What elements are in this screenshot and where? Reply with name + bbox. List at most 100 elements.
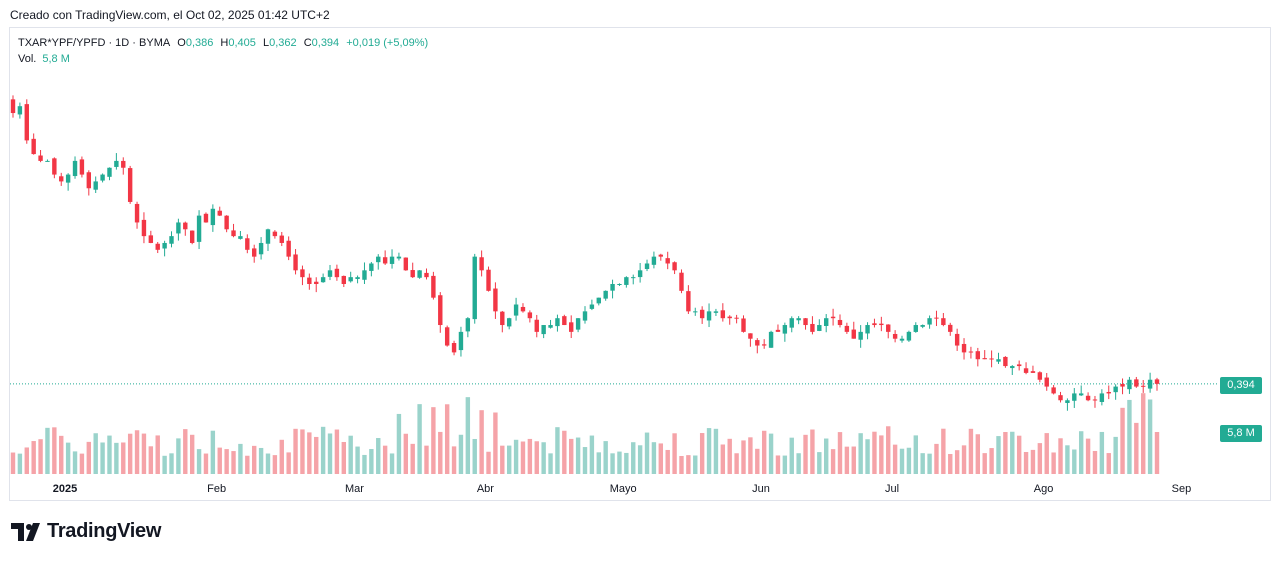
candle-body xyxy=(562,316,567,326)
candle-body xyxy=(844,325,850,332)
volume-bar xyxy=(755,448,760,474)
candle-body xyxy=(45,160,50,162)
volume-bar xyxy=(114,442,119,474)
volume-bar xyxy=(1085,438,1091,474)
chart-frame[interactable] xyxy=(9,27,1271,501)
candle-body xyxy=(403,257,409,271)
candle-body xyxy=(706,311,712,321)
candle-body xyxy=(589,304,595,309)
volume-bar xyxy=(1030,449,1036,474)
volume-bar xyxy=(961,445,967,474)
candle-body xyxy=(196,215,202,242)
volume-bar xyxy=(906,447,912,474)
candle-body xyxy=(31,138,36,155)
candle-body xyxy=(424,272,429,278)
candle-body xyxy=(300,269,305,278)
volume-bar xyxy=(389,453,395,474)
candle-body xyxy=(327,270,333,277)
volume-bar xyxy=(300,429,305,474)
volume-bar xyxy=(534,441,539,474)
volume-bar xyxy=(596,452,601,474)
candle-body xyxy=(1023,368,1029,373)
candle-body xyxy=(575,318,581,330)
volume-bar xyxy=(334,429,340,474)
candle-body xyxy=(134,203,140,223)
volume-bar xyxy=(782,455,788,474)
volume-value: 5,8 M xyxy=(42,53,70,65)
volume-bar xyxy=(989,448,994,474)
candle-body xyxy=(727,316,732,319)
candle-body xyxy=(444,327,450,346)
volume-bar xyxy=(892,444,898,474)
candle-body xyxy=(1141,385,1146,387)
candle-body xyxy=(272,231,278,237)
high-label: H xyxy=(220,37,229,49)
symbol-label[interactable]: TXAR*YPF/YPFD · 1D · BYMA xyxy=(18,37,171,49)
volume-bar xyxy=(968,428,974,474)
candle-body xyxy=(93,181,98,190)
candle-body xyxy=(148,235,154,243)
volume-bar xyxy=(141,433,147,474)
candle-body xyxy=(1065,400,1070,403)
volume-bar xyxy=(382,445,388,474)
candle-body xyxy=(24,104,29,141)
candle-body xyxy=(803,318,808,326)
tradingview-brand[interactable]: TradingView xyxy=(11,520,161,543)
volume-bar xyxy=(941,428,946,474)
candle-body xyxy=(127,168,133,202)
candle-body xyxy=(293,254,298,271)
volume-bar xyxy=(982,453,987,474)
volume-bar xyxy=(631,442,636,474)
volume-bar xyxy=(238,443,243,474)
volume-bar xyxy=(513,439,519,474)
volume-bar xyxy=(734,453,739,474)
candle-body xyxy=(1120,384,1125,387)
candle-body xyxy=(934,317,939,319)
volume-bar xyxy=(320,426,326,474)
candle-body xyxy=(155,243,160,250)
volume-bar xyxy=(555,427,560,474)
candle-body xyxy=(789,318,794,328)
candle-body xyxy=(506,318,512,327)
volume-bar xyxy=(196,449,202,474)
candle-body xyxy=(679,272,684,291)
candle-body xyxy=(817,325,822,331)
candle-body xyxy=(775,329,781,332)
candle-body xyxy=(1058,395,1063,401)
volume-bar xyxy=(203,453,209,474)
x-axis-tick-label: 2025 xyxy=(52,483,78,495)
candle-body xyxy=(486,269,491,291)
candle-body xyxy=(954,333,960,346)
candle-body xyxy=(748,333,753,339)
volume-bar xyxy=(1106,453,1111,474)
candle-body xyxy=(1016,364,1022,367)
volume-bar xyxy=(59,435,64,474)
tradingview-logo-icon xyxy=(11,521,43,543)
candle-body xyxy=(1127,379,1132,390)
volume-bar xyxy=(913,435,918,474)
candle-body xyxy=(555,318,560,327)
volume-bar xyxy=(858,433,863,474)
volume-bar xyxy=(1099,431,1105,474)
volume-bar xyxy=(582,447,588,474)
candle-body xyxy=(238,236,243,239)
volume-bar xyxy=(210,430,216,474)
volume-bar xyxy=(376,438,381,474)
change-value: +0,019 (+5,09%) xyxy=(346,37,429,49)
candle-body xyxy=(810,323,815,332)
volume-bar xyxy=(851,446,856,474)
candle-body xyxy=(203,213,209,223)
volume-bar xyxy=(589,435,595,474)
volume-bar xyxy=(720,444,726,474)
candle-body xyxy=(245,238,250,250)
volume-bar xyxy=(1120,407,1125,474)
volume-bar xyxy=(1147,399,1153,474)
volume-bar xyxy=(796,453,801,474)
candle-body xyxy=(252,248,257,257)
volume-bar xyxy=(768,433,774,474)
candle-body xyxy=(38,155,43,161)
candle-body xyxy=(534,319,539,332)
candle-body xyxy=(596,297,601,304)
candle-body xyxy=(713,311,719,313)
